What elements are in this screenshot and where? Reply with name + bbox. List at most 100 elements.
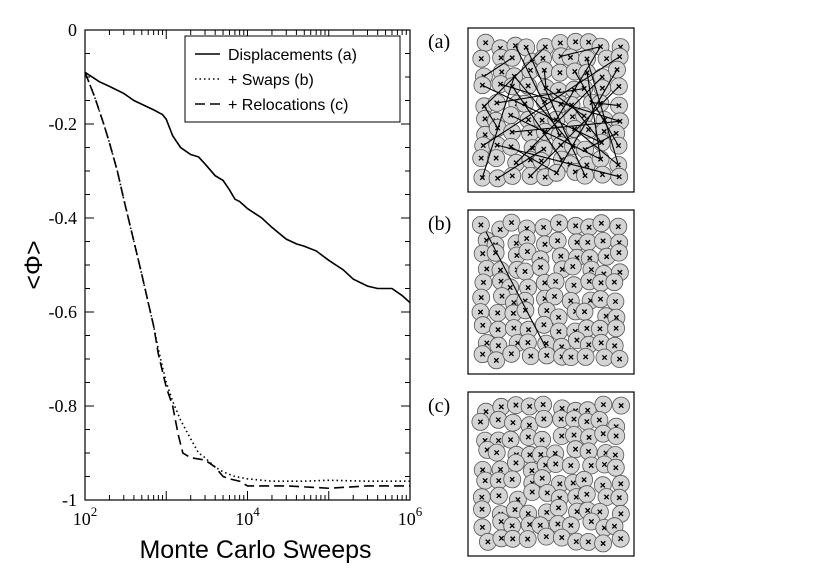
- displacement-trail: [515, 76, 603, 164]
- particle-center-mark: [554, 238, 561, 244]
- panel-label: (b): [428, 213, 451, 235]
- particle-center-mark: [484, 340, 490, 346]
- particle-center-mark: [588, 266, 595, 273]
- particle-center-mark: [510, 419, 516, 426]
- particle-center-mark: [601, 461, 608, 468]
- particle-center-mark: [586, 224, 592, 230]
- y-tick-label: -0.4: [49, 208, 78, 228]
- particle-center-mark: [482, 132, 488, 138]
- particle-center-mark: [584, 407, 591, 413]
- particle-center-mark: [499, 293, 505, 299]
- particle-center-mark: [538, 158, 545, 164]
- displacement-trail: [483, 106, 499, 129]
- particle-center-mark: [567, 54, 574, 61]
- particle-center-mark: [586, 278, 592, 284]
- particle-center-mark: [497, 466, 504, 473]
- particle-center-mark: [525, 510, 531, 517]
- particle-center-mark: [493, 357, 500, 363]
- particle-center-mark: [508, 351, 515, 357]
- particle-center-mark: [556, 220, 562, 226]
- particle-center-mark: [612, 298, 619, 305]
- particle-center-mark: [617, 269, 623, 275]
- particle-center-mark: [572, 446, 579, 452]
- legend-box: [184, 35, 401, 123]
- displacement-trail: [510, 146, 557, 174]
- particle-center-mark: [596, 417, 603, 423]
- particle-center-mark: [616, 356, 623, 362]
- particle-center-mark: [513, 402, 519, 408]
- particle-center-mark: [529, 145, 536, 151]
- x-tick-label: 104: [235, 504, 260, 529]
- displacement-trail: [586, 72, 602, 160]
- particle-center-mark: [598, 340, 604, 346]
- particle-center-mark: [573, 494, 579, 500]
- displacement-trail: [511, 85, 563, 160]
- particle-center-mark: [511, 299, 517, 306]
- particle-center-mark: [613, 314, 620, 321]
- particle-center-mark: [512, 506, 518, 513]
- particle-center-mark: [509, 173, 515, 179]
- particle-center-mark: [480, 322, 486, 328]
- displacement-trail: [543, 70, 547, 88]
- particle-center-mark: [573, 223, 579, 229]
- particle-center-mark: [574, 508, 580, 515]
- particle-center-mark: [524, 248, 531, 255]
- particle-center-mark: [479, 351, 486, 357]
- particle-center-mark: [555, 505, 562, 511]
- particle-center-mark: [618, 536, 624, 542]
- particle-center-mark: [603, 494, 610, 500]
- particle-center-mark: [541, 416, 547, 422]
- displacement-trail: [482, 84, 602, 144]
- particle-center-mark: [611, 279, 617, 285]
- particle-center-mark: [484, 266, 490, 272]
- particle-center-mark: [585, 539, 592, 545]
- particle-center-mark: [604, 254, 610, 260]
- particle-center-mark: [529, 468, 535, 474]
- particle-center-mark: [582, 172, 588, 179]
- displacement-trail: [514, 45, 561, 136]
- displacement-trail: [481, 76, 515, 178]
- particle-center-mark: [543, 533, 549, 540]
- particle-center-mark: [570, 480, 576, 486]
- particle-center-mark: [612, 452, 619, 458]
- particle-center-mark: [586, 342, 592, 348]
- particle-center-mark: [538, 451, 544, 458]
- particle-center-mark: [544, 307, 550, 314]
- particle-center-mark: [523, 44, 529, 51]
- particle-center-mark: [478, 222, 484, 228]
- particle-center-mark: [529, 489, 535, 495]
- particle-center-mark: [615, 224, 621, 230]
- particle-center-mark: [559, 405, 565, 412]
- particle-center-mark: [514, 252, 520, 259]
- particle-center-mark: [498, 404, 504, 410]
- particle-center-mark: [588, 518, 595, 525]
- particle-center-mark: [568, 298, 574, 304]
- particle-center-mark: [597, 509, 603, 515]
- particle-center-mark: [480, 467, 486, 473]
- particle-center-mark: [540, 224, 547, 231]
- configuration-snapshots: (a) (b) (c): [428, 27, 635, 557]
- particle-center-mark: [537, 522, 543, 528]
- particle-center-mark: [584, 491, 590, 497]
- particle-center-mark: [497, 226, 503, 233]
- particle-center-mark: [571, 432, 577, 438]
- particle-center-mark: [600, 431, 606, 437]
- particle-center-mark: [601, 128, 607, 135]
- particle-center-mark: [600, 401, 607, 408]
- particle-center-mark: [525, 536, 531, 542]
- particle-center-mark: [497, 267, 504, 273]
- particle-center-mark: [513, 240, 520, 246]
- y-tick-label: -0.8: [49, 396, 78, 416]
- y-tick-label: 0: [68, 20, 77, 40]
- particle-center-mark: [588, 462, 594, 469]
- particle-center-mark: [498, 518, 504, 525]
- displacement-trail: [584, 132, 617, 151]
- particle-center-mark: [600, 482, 606, 488]
- particle-center-mark: [508, 219, 515, 226]
- legend: Displacements (a) + Swaps (b) + Relocation…: [184, 35, 401, 123]
- particle-center-mark: [539, 437, 545, 443]
- y-tick-label: -0.6: [49, 302, 78, 322]
- particle-center-mark: [478, 294, 484, 301]
- particle-center-mark: [618, 511, 624, 517]
- displacement-trail: [513, 75, 574, 147]
